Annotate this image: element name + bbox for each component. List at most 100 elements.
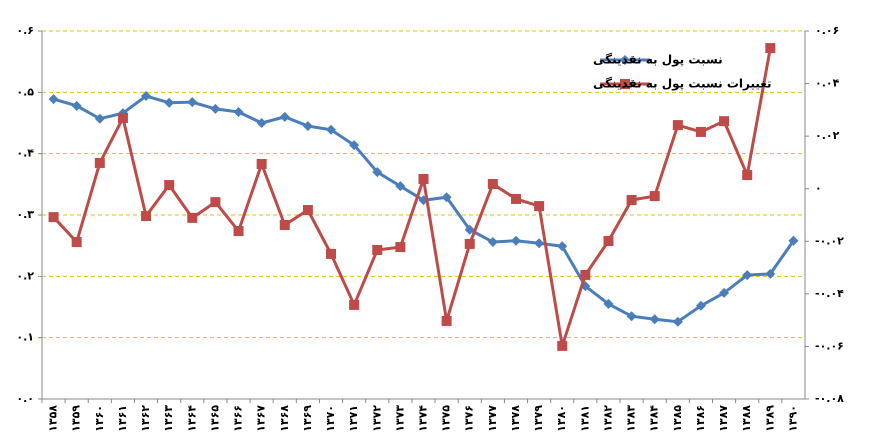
x-tick-label: ۱۳۸۷	[717, 405, 730, 432]
x-tick-label: ۱۳۷۵	[440, 405, 453, 432]
x-tick-label: ۱۳۸۶	[694, 405, 707, 432]
point	[695, 300, 706, 311]
point	[742, 170, 753, 181]
point	[349, 140, 360, 151]
point	[464, 238, 475, 249]
y2-tick-label: -۰.۰۸	[815, 392, 844, 405]
x-tick-label: ۱۳۷۸	[509, 405, 522, 432]
point	[510, 235, 521, 246]
x-tick-label: ۱۳۶۱	[116, 405, 129, 432]
y2-tick-label: ۰.۰۴	[815, 77, 840, 90]
x-tick-label: ۱۳۶۶	[232, 405, 245, 432]
point	[672, 316, 683, 327]
x-tick-label: ۱۳۷۶	[463, 405, 476, 432]
point	[788, 235, 799, 246]
point	[233, 226, 244, 237]
point	[534, 201, 545, 212]
point	[603, 236, 614, 247]
point	[187, 212, 198, 223]
point	[649, 191, 660, 202]
point	[580, 269, 591, 280]
point	[94, 113, 105, 124]
legend-marker	[620, 79, 630, 89]
point	[372, 167, 383, 178]
point	[233, 106, 244, 117]
point	[765, 43, 776, 54]
point	[326, 124, 337, 135]
point	[719, 287, 730, 298]
y2-tick-label: ۰.۰۲	[815, 129, 840, 142]
legend-label: نسبت پول به نقدینگی	[593, 53, 723, 68]
point	[742, 270, 753, 281]
y2-tick-label: ۰	[815, 182, 822, 195]
point	[510, 193, 521, 204]
x-tick-label: ۱۳۸۵	[671, 405, 684, 432]
x-tick-label: ۱۳۷۳	[393, 405, 406, 432]
point	[256, 118, 267, 128]
point	[302, 205, 313, 216]
y-tick-label: ۰.۶	[16, 24, 34, 37]
x-tick-label: ۱۳۶۴	[185, 405, 198, 432]
point	[187, 97, 198, 108]
point	[210, 197, 221, 208]
x-tick-label: ۱۳۷۷	[486, 405, 499, 432]
x-tick-label: ۱۳۶۲	[139, 405, 152, 432]
point	[626, 311, 637, 322]
x-tick-label: ۱۳۵۸	[47, 405, 60, 432]
point	[649, 314, 660, 325]
point	[94, 157, 105, 168]
y-tick-label: ۰.۰	[16, 392, 34, 405]
point	[117, 113, 128, 124]
x-tick-label: ۱۳۷۰	[324, 405, 337, 432]
point	[349, 299, 360, 310]
x-tick-label: ۱۳۷۱	[347, 405, 360, 432]
x-tick-label: ۱۳۸۴	[648, 405, 661, 432]
point	[672, 120, 683, 131]
point	[164, 180, 175, 191]
point	[557, 241, 568, 252]
y2-tick-label: -۰.۰۶	[815, 339, 844, 352]
x-tick-label: ۱۳۵۹	[70, 405, 83, 432]
point	[441, 315, 452, 326]
y-tick-label: ۰.۴	[16, 147, 34, 160]
point	[395, 181, 406, 192]
point	[71, 237, 82, 248]
point	[418, 173, 429, 184]
point	[719, 116, 730, 127]
point	[626, 195, 637, 206]
point	[765, 268, 776, 279]
x-tick-label: ۱۳۶۷	[255, 405, 268, 432]
point	[464, 224, 475, 235]
point	[441, 192, 452, 203]
point	[48, 94, 59, 105]
y-tick-label: ۰.۱	[16, 331, 34, 344]
x-tick-label: ۱۳۹۰	[786, 405, 799, 432]
point	[141, 91, 152, 102]
y2-tick-label: ۰.۰۶	[815, 24, 839, 37]
x-tick-label: ۱۳۶۵	[208, 405, 221, 432]
point	[71, 100, 82, 111]
x-tick-label: ۱۳۶۸	[278, 405, 291, 432]
x-tick-label: ۱۳۸۰	[555, 405, 568, 432]
y2-tick-label: -۰.۰۴	[815, 287, 844, 300]
point	[395, 242, 406, 253]
point	[695, 126, 706, 137]
x-tick-label: ۱۳۸۸	[740, 405, 753, 432]
y-tick-label: ۰.۲	[16, 269, 34, 282]
point	[210, 103, 221, 114]
x-tick-label: ۱۳۸۲	[601, 405, 614, 432]
point	[603, 298, 614, 309]
x-tick-label: ۱۳۷۹	[532, 405, 545, 432]
x-tick-label: ۱۳۶۰	[93, 405, 106, 432]
point	[302, 121, 313, 132]
y-tick-label: ۰.۳	[16, 208, 34, 221]
x-tick-label: ۱۳۶۳	[162, 405, 175, 432]
point	[48, 212, 59, 223]
x-tick-label: ۱۳۸۱	[578, 405, 591, 432]
x-tick-label: ۱۳۸۳	[625, 405, 638, 432]
point	[279, 219, 290, 230]
legend-label: تغییرات نسبت پول به نقدینگی	[593, 77, 772, 92]
point	[256, 159, 267, 170]
point	[487, 178, 498, 189]
